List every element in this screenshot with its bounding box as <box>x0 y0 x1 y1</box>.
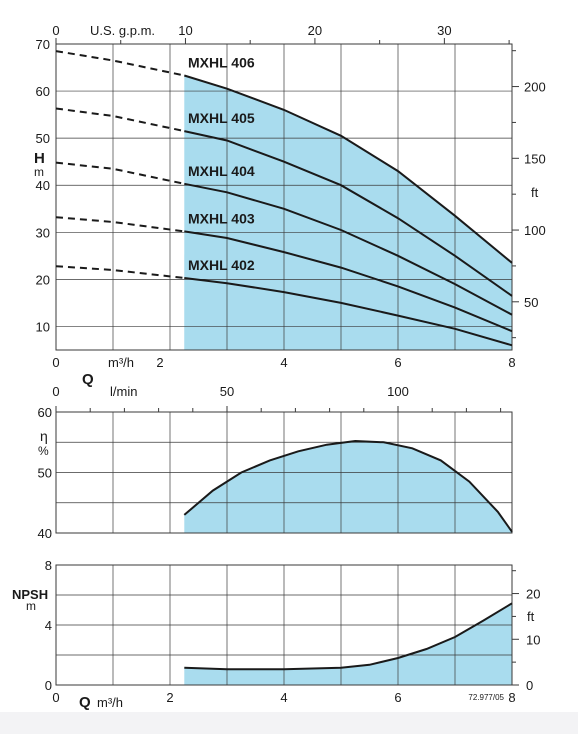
y-axis-unit: % <box>38 444 49 458</box>
npsh-panel-frame <box>55 564 513 686</box>
curve-dashed-mxhl-403 <box>55 216 185 233</box>
curve-solid-mxhl-405 <box>184 130 513 297</box>
x-tick-bottom: 8 <box>508 690 515 705</box>
x-tick-bottom: 4 <box>280 355 287 370</box>
y-axis-unit: m <box>26 599 36 613</box>
x-tick-bottom: 6 <box>394 690 401 705</box>
x-axis-label: Q <box>79 694 91 711</box>
h-panel-grid <box>56 44 512 350</box>
y-tick-left: 4 <box>45 618 52 633</box>
y-axis-unit-right: ft <box>527 609 535 624</box>
y-tick-left: 20 <box>36 272 50 287</box>
series-label: MXHL 405 <box>188 110 255 126</box>
right-ticks-h <box>512 50 519 339</box>
y-tick-left: 60 <box>38 405 52 420</box>
curve-dashed-mxhl-405 <box>55 107 185 133</box>
x-axis-unit-top: U.S. g.p.m. <box>90 23 155 38</box>
h-panel-frame <box>55 43 513 351</box>
y-tick-left: 70 <box>36 37 50 52</box>
y-axis-unit-right: ft <box>531 185 539 200</box>
x-axis-label: Q <box>82 371 94 388</box>
y-tick-right: 200 <box>524 80 546 95</box>
x-tick-top: 0 <box>52 384 59 399</box>
y-tick-right: 100 <box>524 223 546 238</box>
y-tick-left: 8 <box>45 558 52 573</box>
curve-solid-mxhl-406 <box>184 74 513 264</box>
series-label: MXHL 406 <box>188 55 255 71</box>
curve-dashed-mxhl-404 <box>55 161 185 185</box>
y-axis-label: NPSH <box>12 587 48 602</box>
y-tick-left: 10 <box>36 319 50 334</box>
right-ticks-npsh <box>512 570 519 686</box>
series-label: MXHL 404 <box>188 163 255 179</box>
x-tick-top: 10 <box>178 23 192 38</box>
x-tick-bottom: 8 <box>508 355 515 370</box>
curve-solid-mxhl-402 <box>184 277 513 347</box>
y-tick-left: 0 <box>45 678 52 693</box>
x-tick-bottom: 0 <box>52 355 59 370</box>
y-tick-left: 60 <box>36 84 50 99</box>
x-tick-top: 20 <box>308 23 322 38</box>
curve-dashed-mxhl-406 <box>55 50 185 77</box>
y-axis-label: H <box>34 150 45 167</box>
figure-code: 72.977/05 <box>468 693 504 702</box>
eta-panel-frame <box>55 411 513 534</box>
curve-solid-mxhl-403 <box>184 230 513 333</box>
series-label: MXHL 402 <box>188 257 255 273</box>
y-tick-right: 20 <box>526 587 540 602</box>
x-tick-bottom: 2 <box>166 690 173 705</box>
x-tick-top: 100 <box>387 384 409 399</box>
npsh-fill <box>184 603 513 685</box>
curve-dashed-mxhl-402 <box>55 265 185 279</box>
x-tick-bottom: 6 <box>394 355 401 370</box>
series-label: MXHL 403 <box>188 210 255 226</box>
eta-panel-grid <box>56 412 512 533</box>
x-axis-unit-bottom: m³/h <box>97 695 123 710</box>
efficiency-fill <box>184 441 513 533</box>
y-tick-right: 50 <box>524 295 538 310</box>
x-tick-top: 50 <box>220 384 234 399</box>
x-tick-top: 30 <box>437 23 451 38</box>
npsh-panel-grid <box>56 565 512 685</box>
y-axis-unit: m <box>34 165 44 179</box>
y-tick-right: 0 <box>526 678 533 693</box>
y-tick-left: 50 <box>38 466 52 481</box>
y-tick-left: 30 <box>36 225 50 240</box>
x-tick-bottom: 4 <box>280 690 287 705</box>
y-tick-left: 50 <box>36 131 50 146</box>
operating-area-fill <box>184 75 512 350</box>
y-tick-left: 40 <box>38 526 52 541</box>
x-axis-unit-bottom: m³/h <box>108 355 134 370</box>
x-tick-top: 0 <box>52 23 59 38</box>
x-tick-bottom: 0 <box>52 690 59 705</box>
bottom-band <box>0 712 578 734</box>
x-tick-bottom: 2 <box>156 355 163 370</box>
y-tick-right: 150 <box>524 151 546 166</box>
y-axis-label: η <box>40 428 48 444</box>
y-tick-right: 10 <box>526 632 540 647</box>
x-axis-unit-top: l/min <box>110 384 137 399</box>
curve-solid-mxhl-404 <box>184 182 513 316</box>
npsh-curve <box>184 602 513 671</box>
y-tick-left: 40 <box>36 178 50 193</box>
efficiency-curve <box>183 439 513 533</box>
